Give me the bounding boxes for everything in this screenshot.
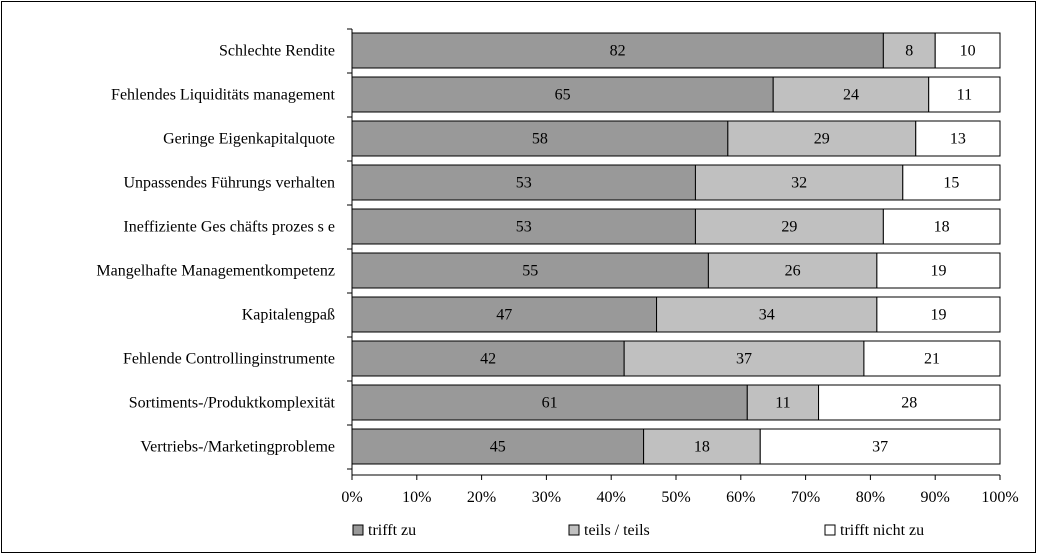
- bar-segment: [902, 164, 1001, 201]
- bar-value-label: 18: [934, 219, 950, 236]
- bar-segment: [351, 252, 709, 289]
- legend-label: trifft nicht zu: [840, 522, 924, 539]
- bar-value-label: 58: [532, 131, 548, 148]
- x-tick-labels: 0% 10% 20% 30% 40% 50% 60% 70% 80% 90% 100%: [341, 475, 1019, 506]
- bar-segment: [934, 32, 1001, 69]
- bar-value-label: 11: [775, 395, 790, 412]
- bar-segment: [882, 32, 936, 69]
- bar-value-label: 21: [924, 351, 940, 368]
- bar-segment: [863, 340, 1001, 377]
- bar-segment: [351, 384, 748, 421]
- category-label: Schlechte Rendite: [219, 43, 335, 60]
- bar-segment: [623, 340, 865, 377]
- category-label: Geringe Eigenkapitalquote: [163, 131, 335, 148]
- category-label: Mangelhafte Managementkompetenz: [96, 263, 335, 280]
- category-label: Kapitalengpaß: [242, 307, 335, 324]
- bar-value-label: 37: [872, 439, 888, 456]
- bar-segment: [351, 76, 774, 113]
- bar-value-label: 42: [480, 351, 496, 368]
- bar-segment: [707, 252, 878, 289]
- bar-value-label: 29: [781, 219, 797, 236]
- bar-segment: [727, 120, 917, 157]
- bar-segment: [882, 208, 1001, 245]
- x-tick-label: 100%: [981, 489, 1018, 506]
- x-tick-label: 90%: [921, 489, 950, 506]
- x-tick-label: 40%: [597, 489, 626, 506]
- bar-value-label: 82: [610, 43, 626, 60]
- x-tick-label: 0%: [341, 489, 362, 506]
- bar-segment: [876, 252, 1001, 289]
- x-tick-label: 80%: [856, 489, 885, 506]
- legend-swatch: [824, 524, 836, 536]
- bar-value-label: 24: [843, 87, 859, 104]
- bar-value-label: 19: [930, 307, 946, 324]
- bar-value-label: 19: [930, 263, 946, 280]
- category-label: Sortiments-/Produktkomplexität: [129, 395, 336, 412]
- x-tick-label: 70%: [791, 489, 820, 506]
- bar-value-label: 61: [542, 395, 558, 412]
- legend-label: trifft zu: [368, 522, 416, 539]
- bar-segment: [351, 208, 696, 245]
- category-label: Fehlendes Liquiditäts management: [111, 87, 336, 104]
- bar-segment: [915, 120, 1001, 157]
- bar-value-label: 18: [694, 439, 710, 456]
- bar-segment: [351, 296, 658, 333]
- bar-segment: [759, 428, 1001, 465]
- x-tick-label: 20%: [467, 489, 496, 506]
- bar-value-label: 28: [901, 395, 917, 412]
- bar-value-label: 53: [516, 175, 532, 192]
- bar-value-label: 32: [791, 175, 807, 192]
- x-tick-label: 30%: [532, 489, 561, 506]
- bar-value-label: 53: [516, 219, 532, 236]
- legend-swatch: [352, 524, 364, 536]
- bar-value-label: 8: [905, 43, 913, 60]
- category-label: Fehlende Controllinginstrumente: [123, 351, 335, 368]
- bar-value-label: 45: [490, 439, 506, 456]
- legend: trifft zu teils / teils trifft nicht zu: [352, 522, 924, 539]
- category-labels: Schlechte Rendite Fehlendes Liquiditäts m…: [96, 43, 335, 456]
- category-label: Unpassendes Führungs verhalten: [123, 175, 335, 192]
- bar-segment: [351, 32, 884, 69]
- bar-value-label: 10: [960, 43, 976, 60]
- bar-segment: [928, 76, 1001, 113]
- bar-segment: [694, 208, 884, 245]
- bar-value-label: 65: [555, 87, 571, 104]
- bar-segment: [351, 164, 696, 201]
- bar-value-label: 55: [522, 263, 538, 280]
- bar-value-label: 29: [814, 131, 830, 148]
- bar-segment: [818, 384, 1001, 421]
- bar-segment: [876, 296, 1001, 333]
- bar-value-label: 47: [496, 307, 512, 324]
- legend-swatch: [568, 524, 580, 536]
- bar-value-label: 34: [759, 307, 775, 324]
- category-label: Ineffiziente Ges chäfts prozes s e: [123, 219, 335, 236]
- bar-value-label: 26: [785, 263, 801, 280]
- bar-value-label: 15: [943, 175, 959, 192]
- category-label: Vertriebs-/Marketingprobleme: [140, 439, 335, 456]
- x-tick-label: 60%: [726, 489, 755, 506]
- x-tick-label: 10%: [402, 489, 431, 506]
- bar-segment: [772, 76, 930, 113]
- bar-value-label: 11: [957, 87, 972, 104]
- bar-value-label: 13: [950, 131, 966, 148]
- x-tick-label: 50%: [661, 489, 690, 506]
- bar-value-label: 37: [736, 351, 752, 368]
- legend-label: teils / teils: [584, 522, 650, 539]
